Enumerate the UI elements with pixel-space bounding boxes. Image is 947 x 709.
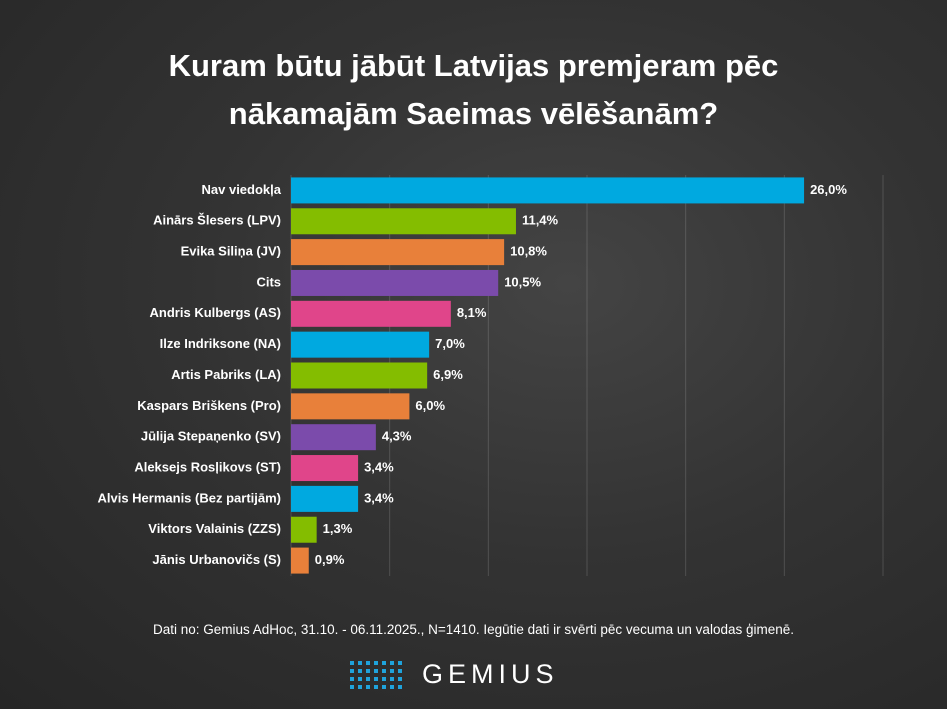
bar xyxy=(291,208,516,235)
value-label: 7,0% xyxy=(435,336,465,351)
title-box: Kuram būtu jābūt Latvijas premjeram pēc … xyxy=(0,42,947,138)
value-label: 4,3% xyxy=(382,429,412,444)
value-label: 0,9% xyxy=(315,552,345,567)
category-label: Jūlija Stepaņenko (SV) xyxy=(141,429,281,444)
bar xyxy=(291,516,317,543)
bar xyxy=(291,393,410,420)
bar xyxy=(291,424,376,451)
logo-icon xyxy=(350,661,402,689)
category-label: Ainārs Šlesers (LPV) xyxy=(153,213,281,228)
category-label: Artis Pabriks (LA) xyxy=(171,367,281,382)
value-label: 3,4% xyxy=(364,490,394,505)
value-label: 1,3% xyxy=(323,521,353,536)
category-label: Alvis Hermanis (Bez partijām) xyxy=(97,490,281,505)
category-label: Andris Kulbergs (AS) xyxy=(150,305,281,320)
bar xyxy=(291,300,451,327)
bar xyxy=(291,547,309,574)
value-label: 8,1% xyxy=(457,305,487,320)
value-label: 26,0% xyxy=(810,182,847,197)
source-note: Dati no: Gemius AdHoc, 31.10. - 06.11.20… xyxy=(153,622,794,637)
bar xyxy=(291,455,359,482)
value-label: 10,8% xyxy=(510,244,547,259)
value-label: 6,9% xyxy=(433,367,463,382)
bar xyxy=(291,331,430,358)
category-label: Evika Siliņa (JV) xyxy=(181,244,281,259)
value-label: 10,5% xyxy=(504,274,541,289)
bar xyxy=(291,177,805,204)
category-label: Aleksejs Rosļikovs (ST) xyxy=(134,459,281,474)
chart-title: Kuram būtu jābūt Latvijas premjeram pēc … xyxy=(168,48,779,131)
value-label: 6,0% xyxy=(415,398,445,413)
category-label: Jānis Urbanovičs (S) xyxy=(152,552,281,567)
bar xyxy=(291,239,505,266)
category-label: Viktors Valainis (ZZS) xyxy=(148,521,281,536)
category-label: Cits xyxy=(256,274,281,289)
value-label: 3,4% xyxy=(364,459,394,474)
category-label: Kaspars Briškens (Pro) xyxy=(137,398,281,413)
value-label: 11,4% xyxy=(522,213,559,228)
bar xyxy=(291,362,428,389)
category-label: Nav viedokļa xyxy=(202,182,282,197)
category-label: Ilze Indriksone (NA) xyxy=(160,336,281,351)
bar xyxy=(291,269,499,296)
brand: GEMIUS xyxy=(422,659,559,689)
bar xyxy=(291,485,359,512)
